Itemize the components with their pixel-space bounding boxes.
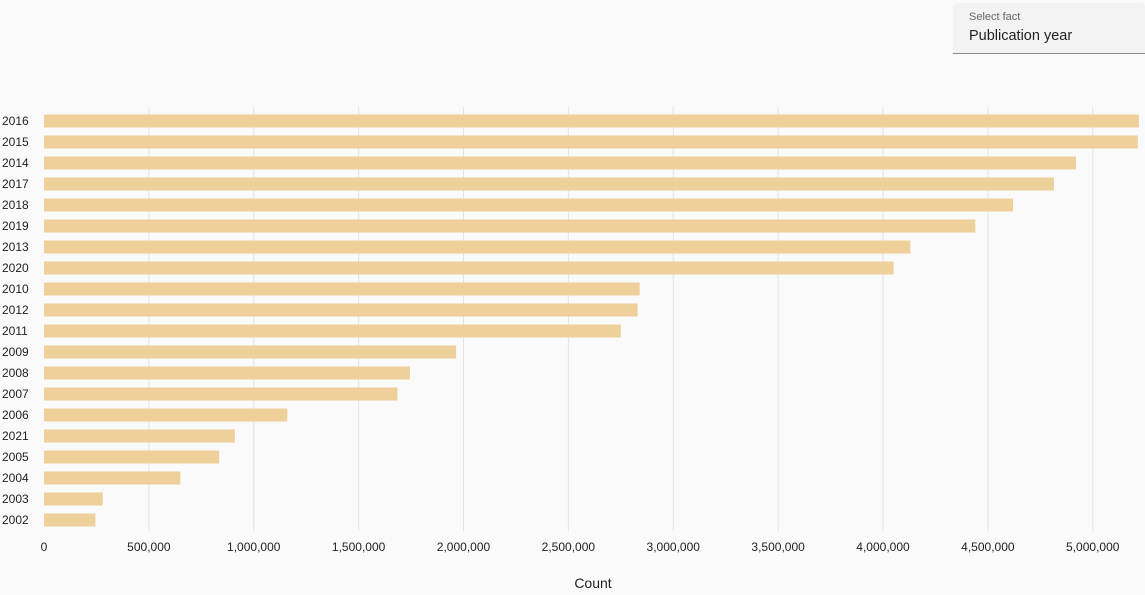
x-tick-label: 3,000,000 — [647, 540, 701, 554]
y-tick-label: 2006 — [2, 408, 29, 422]
bar-2013[interactable] — [44, 240, 911, 254]
bar-2017[interactable] — [44, 177, 1054, 191]
y-tick-label: 2020 — [2, 261, 29, 275]
bar-2021[interactable] — [44, 429, 235, 443]
y-tick-label: 2011 — [2, 324, 28, 338]
bar-2010[interactable] — [44, 282, 640, 296]
bar-2005[interactable] — [44, 450, 220, 464]
y-tick-label: 2003 — [2, 492, 29, 506]
y-tick-label: 2009 — [2, 345, 29, 359]
x-tick-label: 1,500,000 — [332, 540, 386, 554]
grid-lines — [148, 107, 1094, 531]
bar-2018[interactable] — [44, 198, 1014, 212]
y-tick-label: 2019 — [2, 219, 29, 233]
y-tick-label: 2005 — [2, 450, 29, 464]
bar-2019[interactable] — [44, 219, 976, 233]
x-tick-label: 4,500,000 — [961, 540, 1015, 554]
fact-select-dropdown[interactable]: Select fact Publication year — [953, 3, 1145, 54]
y-tick-label: 2002 — [2, 513, 29, 527]
fact-select-value: Publication year — [969, 28, 1073, 44]
y-tick-label: 2016 — [2, 114, 29, 128]
bar-2007[interactable] — [44, 387, 398, 401]
bar-2004[interactable] — [44, 471, 181, 485]
bar-2020[interactable] — [44, 261, 894, 275]
bar-2003[interactable] — [44, 492, 103, 506]
bar-2006[interactable] — [44, 408, 288, 422]
x-tick-label: 0 — [41, 540, 48, 554]
bar-2016[interactable] — [44, 114, 1139, 128]
y-tick-label: 2010 — [2, 282, 29, 296]
x-tick-label: 4,000,000 — [856, 540, 910, 554]
y-tick-label: 2013 — [2, 240, 29, 254]
x-tick-label: 500,000 — [127, 540, 171, 554]
bars — [44, 114, 1139, 527]
y-tick-label: 2007 — [2, 387, 29, 401]
bar-2015[interactable] — [44, 135, 1138, 149]
fact-select-label: Select fact — [969, 11, 1021, 23]
y-tick-label: 2014 — [2, 156, 29, 170]
bar-2011[interactable] — [44, 324, 621, 338]
y-axis-labels: 2016 2015 2014 2017 2018 2019 2013 2020 2010 2012… — [2, 114, 29, 527]
y-tick-label: 2004 — [2, 471, 29, 485]
x-tick-label: 2,500,000 — [542, 540, 596, 554]
y-tick-label: 2017 — [2, 177, 29, 191]
y-tick-label: 2015 — [2, 135, 29, 149]
x-tick-label: 2,000,000 — [437, 540, 491, 554]
x-tick-label: 5,000,000 — [1066, 540, 1120, 554]
x-axis-labels: 0 500,000 1,000,000 1,500,000 2,000,000 2,500… — [41, 540, 1120, 554]
bar-2014[interactable] — [44, 156, 1076, 170]
y-tick-label: 2012 — [2, 303, 29, 317]
y-tick-label: 2021 — [2, 429, 29, 443]
x-axis-title: Count — [574, 575, 611, 591]
x-tick-label: 1,000,000 — [227, 540, 281, 554]
x-tick-label: 3,500,000 — [751, 540, 805, 554]
bar-2009[interactable] — [44, 345, 457, 359]
y-tick-label: 2008 — [2, 366, 29, 380]
bar-2012[interactable] — [44, 303, 638, 317]
y-tick-label: 2018 — [2, 198, 29, 212]
bar-2002[interactable] — [44, 513, 96, 527]
bar-2008[interactable] — [44, 366, 411, 380]
